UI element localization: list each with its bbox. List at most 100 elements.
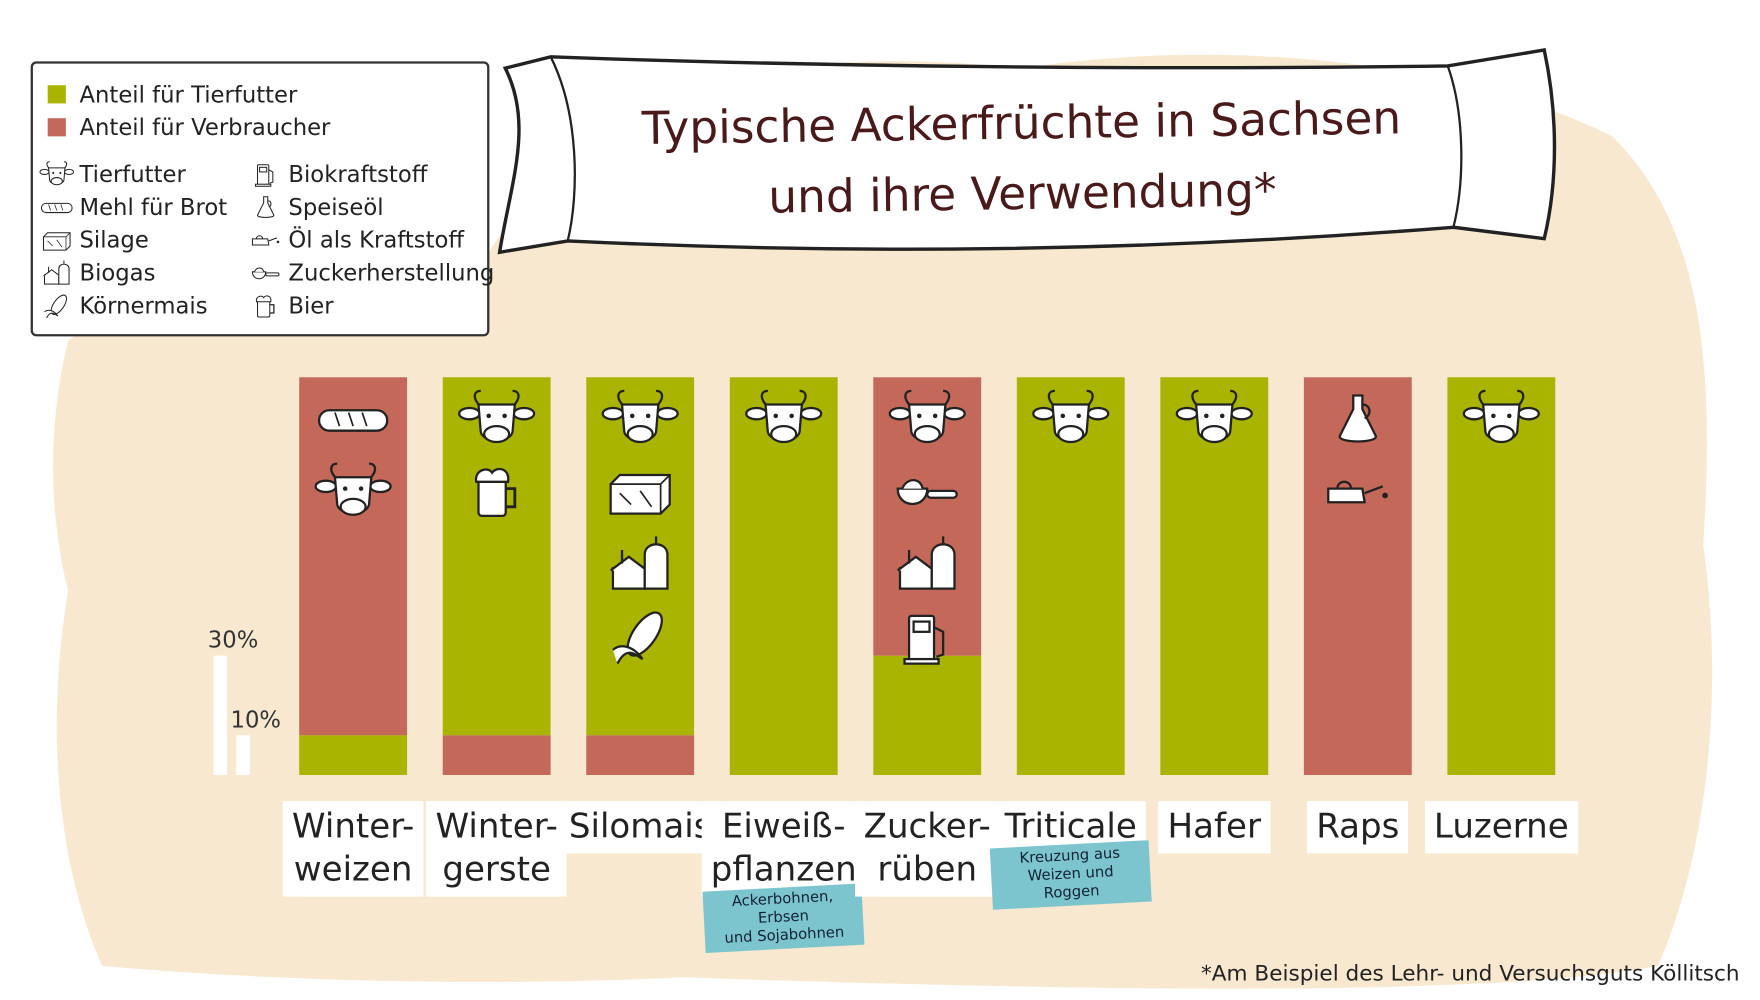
icon-foam (474, 467, 510, 483)
icon-mug-handle (505, 487, 517, 509)
icon-nose (626, 424, 654, 444)
category-note: Ackerbohnen, Erbsen und Sojabohnen (702, 883, 865, 953)
icon-display (912, 620, 931, 633)
x-tick-label: Raps (1307, 801, 1409, 854)
icon-ear (656, 406, 679, 421)
icon-bottle (257, 196, 275, 218)
icon-eye (358, 486, 364, 491)
icon-bread (317, 409, 389, 432)
icon-hose (268, 169, 274, 184)
icon-eye (52, 171, 55, 174)
icon-eye (342, 486, 348, 491)
legend-icon (257, 196, 275, 218)
icon-nose (1200, 424, 1228, 444)
icon-ear (888, 406, 912, 421)
chart-title: Typische Ackerfrüchte in Sachsen und ihr… (641, 92, 1402, 224)
icon-tank (58, 263, 70, 285)
icon-spout (1336, 480, 1384, 495)
scale-label: 30% (207, 626, 259, 654)
scale-bar (213, 655, 228, 775)
icon-legend-label: Tierfutter (79, 160, 186, 188)
category-column: Winter- weizen (274, 801, 433, 897)
icon-pipe (907, 536, 945, 564)
icon-handle (267, 200, 272, 208)
icon-nose (339, 497, 367, 516)
icon-ear (1086, 406, 1110, 421)
icon-legend-label: Mehl für Brot (79, 193, 228, 221)
scale-label: 10% (230, 705, 281, 733)
category-column: Triticale Kreuzung aus Weizen und Roggen (989, 801, 1152, 910)
category-column: Raps (1278, 801, 1437, 854)
icon-nose (770, 424, 798, 444)
icon-tank (930, 543, 956, 590)
icon-ear (601, 406, 625, 421)
legend-icon (39, 161, 75, 186)
bar-icon (745, 389, 823, 444)
icon-ear (458, 406, 481, 421)
icon-nose (913, 424, 941, 444)
icon-eye (932, 413, 938, 419)
bar-segment (1447, 377, 1556, 775)
legend-icon (44, 294, 68, 319)
legend-icon (42, 232, 71, 251)
legend-icon (40, 202, 73, 214)
bar-icon (903, 614, 945, 665)
icon-can (1327, 487, 1366, 504)
category-column: Zucker- rüben (848, 801, 1007, 897)
legend-label: Anteil für Verbraucher (79, 113, 331, 141)
icon-sugar (253, 267, 265, 273)
category-column: Luzerne (1422, 801, 1581, 854)
icon-ear (1517, 406, 1540, 421)
legend-label: Anteil für Tierfutter (79, 80, 298, 108)
legend-icon (255, 295, 275, 318)
icon-bowl (251, 271, 267, 280)
legend-swatch (47, 85, 66, 104)
icon-cuts (48, 204, 64, 211)
icon-ear (63, 168, 75, 175)
icon-legend-label: Körnermais (79, 292, 208, 320)
legend-icon (251, 267, 280, 280)
icon-can (251, 238, 270, 246)
bar-icon (609, 536, 669, 590)
icon-eye (917, 413, 922, 419)
x-tick-label: Silomais (559, 801, 721, 854)
icon-eye (1076, 413, 1081, 419)
bar-icon (1462, 389, 1540, 444)
icon-handle (1362, 403, 1371, 420)
bar-segment (873, 655, 982, 775)
icon-ear (512, 406, 536, 421)
icon-legend-label: Öl als Kraftstoff (288, 226, 465, 254)
x-tick-label: Winter- weizen (282, 801, 424, 897)
icon-ear (943, 406, 966, 421)
icon-cuts (334, 412, 368, 427)
icon-pipe (48, 260, 65, 273)
icon-bread (40, 202, 73, 214)
bar-icon (458, 389, 536, 444)
icon-foam (255, 295, 272, 303)
scale-bar (236, 735, 250, 775)
icon-handle (926, 489, 958, 499)
icon-eye (502, 413, 507, 419)
legend-icon (43, 260, 70, 285)
icon-bowl (896, 487, 929, 505)
icon-eye (1507, 413, 1512, 419)
category-note: Kreuzung aus Weizen und Roggen (989, 840, 1152, 910)
icon-legend-label: Biogas (79, 259, 156, 287)
icon-eye (645, 413, 651, 419)
icon-ear (799, 406, 823, 421)
icon-ear (1230, 406, 1253, 421)
bar-icon (612, 611, 663, 665)
icon-foot (903, 657, 940, 665)
icon-legend-label: Bier (288, 292, 334, 320)
bar-icon (1338, 394, 1378, 443)
legend-icon (251, 235, 280, 246)
icon-nose (1057, 424, 1085, 444)
icon-eye (773, 413, 779, 419)
icon-eye (1491, 413, 1496, 419)
icon-eye (1204, 413, 1209, 419)
icon-eye (1060, 413, 1066, 419)
bar-icon (896, 478, 958, 505)
